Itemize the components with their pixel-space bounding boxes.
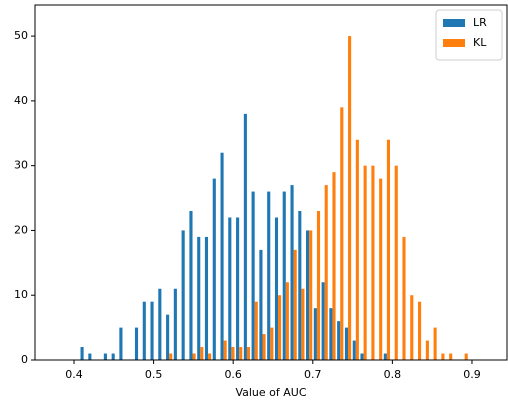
bar bbox=[441, 353, 445, 360]
bar bbox=[306, 230, 310, 360]
y-tick-label: 50 bbox=[14, 29, 28, 42]
bar bbox=[200, 347, 204, 360]
legend-label: KL bbox=[473, 36, 487, 49]
bar bbox=[344, 327, 349, 360]
bar bbox=[166, 314, 170, 360]
bar bbox=[251, 191, 255, 360]
bar bbox=[192, 353, 196, 360]
bar bbox=[386, 139, 391, 360]
bar bbox=[348, 36, 352, 361]
bar bbox=[410, 295, 414, 360]
y-tick-label: 10 bbox=[14, 288, 28, 301]
bar bbox=[134, 327, 139, 360]
bar bbox=[173, 288, 177, 360]
bar bbox=[278, 295, 282, 360]
bar bbox=[254, 301, 258, 360]
bar bbox=[189, 211, 193, 360]
legend-box bbox=[435, 9, 503, 61]
bar bbox=[223, 340, 227, 360]
y-tick-label: 0 bbox=[21, 353, 28, 366]
bar bbox=[181, 230, 185, 360]
bar bbox=[169, 353, 173, 360]
bar bbox=[285, 282, 289, 360]
bar bbox=[309, 230, 313, 360]
bar bbox=[433, 327, 437, 360]
bar bbox=[236, 217, 240, 360]
bar bbox=[321, 282, 325, 360]
bar bbox=[383, 353, 387, 360]
bar bbox=[464, 353, 468, 360]
bar bbox=[402, 236, 406, 360]
bar bbox=[298, 211, 302, 360]
bar bbox=[379, 178, 383, 360]
legend-label: LR bbox=[473, 16, 487, 29]
bar bbox=[220, 152, 224, 360]
x-tick-label: 0.8 bbox=[384, 368, 402, 381]
bar bbox=[204, 236, 209, 360]
bar bbox=[80, 347, 84, 360]
bar bbox=[337, 321, 341, 360]
bar bbox=[197, 236, 201, 360]
bar bbox=[316, 211, 321, 360]
y-tick-label: 20 bbox=[14, 223, 28, 236]
bar bbox=[394, 165, 398, 360]
x-tick-label: 0.5 bbox=[145, 368, 163, 381]
bar bbox=[329, 308, 333, 360]
bar bbox=[88, 353, 92, 360]
legend-swatch bbox=[443, 19, 465, 27]
bar bbox=[332, 172, 336, 360]
x-tick-label: 0.6 bbox=[224, 368, 242, 381]
bar bbox=[246, 347, 251, 360]
bar bbox=[290, 185, 294, 360]
bar bbox=[352, 340, 356, 360]
bar bbox=[267, 191, 271, 360]
x-axis-label: Value of AUC bbox=[235, 386, 306, 399]
y-tick-label: 40 bbox=[14, 94, 28, 107]
bar bbox=[150, 301, 154, 360]
bar bbox=[274, 217, 279, 360]
bar bbox=[371, 165, 375, 360]
bar bbox=[418, 301, 422, 360]
x-tick-label: 0.9 bbox=[463, 368, 481, 381]
bar bbox=[231, 347, 235, 360]
bar bbox=[355, 139, 359, 360]
bar bbox=[270, 327, 274, 360]
bar bbox=[103, 353, 107, 360]
x-tick-label: 0.4 bbox=[65, 368, 83, 381]
bar bbox=[119, 327, 123, 360]
bar bbox=[259, 249, 263, 360]
legend-swatch bbox=[443, 39, 465, 47]
bar bbox=[425, 340, 429, 360]
bar bbox=[360, 353, 364, 360]
x-tick-label: 0.7 bbox=[304, 368, 322, 381]
legend: LR KL bbox=[435, 9, 503, 61]
bar bbox=[243, 113, 247, 360]
plot-frame bbox=[34, 4, 508, 361]
bar bbox=[363, 165, 367, 360]
bar bbox=[228, 217, 232, 360]
bar bbox=[158, 288, 162, 360]
bar bbox=[239, 347, 243, 360]
bar bbox=[282, 191, 286, 360]
bar bbox=[142, 301, 146, 360]
bar bbox=[293, 249, 297, 360]
y-tick-label: 30 bbox=[14, 159, 28, 172]
bar bbox=[208, 353, 212, 360]
bar bbox=[262, 334, 266, 360]
bar bbox=[111, 353, 115, 360]
bar bbox=[324, 185, 328, 360]
bar bbox=[212, 178, 216, 360]
bar bbox=[340, 107, 344, 361]
bar bbox=[301, 288, 305, 360]
bar bbox=[313, 308, 317, 360]
bar bbox=[449, 353, 453, 360]
